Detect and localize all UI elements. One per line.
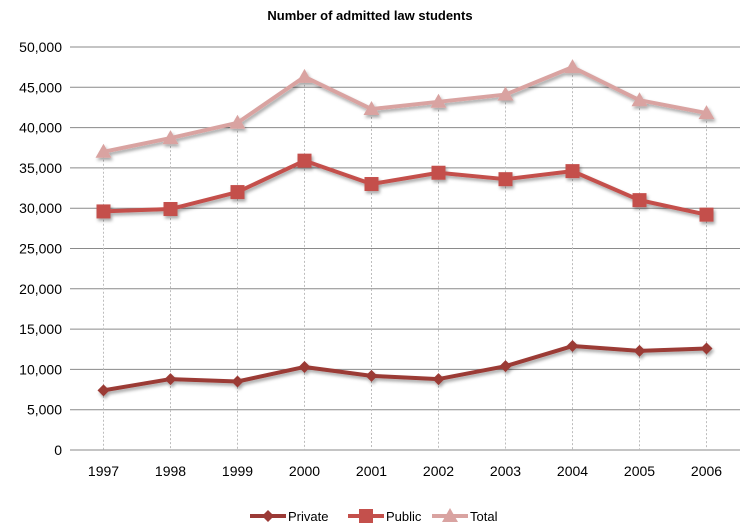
series-public bbox=[96, 153, 714, 222]
data-point-private bbox=[164, 373, 177, 386]
y-tick-label: 40,000 bbox=[19, 120, 62, 136]
data-point-total bbox=[430, 93, 447, 108]
series-private bbox=[97, 340, 713, 397]
data-point-private bbox=[633, 344, 646, 357]
x-tick-label: 2003 bbox=[490, 463, 521, 479]
y-tick-label: 45,000 bbox=[19, 79, 62, 95]
legend-item-total: Total bbox=[432, 508, 498, 524]
legend-marker-total bbox=[442, 508, 458, 522]
data-point-public bbox=[230, 185, 245, 200]
data-point-total bbox=[296, 68, 313, 83]
data-point-total bbox=[162, 130, 179, 145]
data-point-public bbox=[364, 177, 379, 192]
legend: Private Public Total bbox=[250, 508, 498, 524]
legend-marker-private bbox=[262, 510, 274, 522]
data-point-public bbox=[632, 193, 647, 208]
data-point-public bbox=[431, 165, 446, 180]
data-point-public bbox=[498, 172, 513, 187]
series-total bbox=[95, 59, 715, 158]
legend-item-private: Private bbox=[250, 509, 328, 524]
legend-label-total: Total bbox=[470, 509, 498, 524]
y-tick-label: 5,000 bbox=[27, 402, 62, 418]
x-tick-label: 2002 bbox=[423, 463, 454, 479]
y-tick-label: 0 bbox=[54, 442, 62, 458]
data-point-public bbox=[96, 204, 111, 219]
data-point-private bbox=[499, 360, 512, 373]
x-tick-label: 2001 bbox=[356, 463, 387, 479]
drop-lines bbox=[103, 67, 707, 450]
data-point-total bbox=[497, 86, 514, 101]
data-point-private bbox=[298, 360, 311, 373]
y-tick-label: 15,000 bbox=[19, 321, 62, 337]
y-tick-label: 30,000 bbox=[19, 200, 62, 216]
data-point-private bbox=[97, 384, 110, 397]
y-tick-label: 25,000 bbox=[19, 241, 62, 257]
data-point-total bbox=[631, 92, 648, 107]
data-point-total bbox=[698, 105, 715, 120]
data-point-public bbox=[163, 202, 178, 217]
legend-label-public: Public bbox=[386, 509, 422, 524]
data-point-public bbox=[699, 207, 714, 222]
legend-marker-public bbox=[359, 509, 373, 523]
x-tick-label: 2006 bbox=[691, 463, 722, 479]
data-point-public bbox=[297, 153, 312, 168]
data-point-private bbox=[231, 375, 244, 388]
data-point-private bbox=[432, 373, 445, 386]
series-line-private bbox=[103, 344, 707, 393]
data-point-private bbox=[700, 342, 713, 355]
data-point-public bbox=[565, 164, 580, 179]
data-point-total bbox=[564, 59, 581, 74]
data-point-private bbox=[566, 340, 579, 353]
y-tick-label: 50,000 bbox=[19, 39, 62, 55]
x-tick-label: 1998 bbox=[155, 463, 186, 479]
data-point-total bbox=[363, 101, 380, 116]
x-tick-label: 2004 bbox=[557, 463, 588, 479]
axes: 0 5,000 10,000 15,000 20,000 25,000 30,000 35,0… bbox=[19, 39, 722, 479]
y-tick-label: 10,000 bbox=[19, 361, 62, 377]
legend-label-private: Private bbox=[288, 509, 328, 524]
chart-title: Number of admitted law students bbox=[267, 8, 473, 23]
legend-item-public: Public bbox=[348, 509, 422, 524]
x-tick-label: 2000 bbox=[289, 463, 320, 479]
data-point-total bbox=[95, 143, 112, 158]
series-group bbox=[95, 59, 715, 397]
data-point-private bbox=[365, 369, 378, 382]
x-tick-label: 1997 bbox=[88, 463, 119, 479]
data-point-total bbox=[229, 114, 246, 129]
x-tick-label: 1999 bbox=[222, 463, 253, 479]
x-tick-label: 2005 bbox=[624, 463, 655, 479]
series-line-public bbox=[103, 158, 707, 217]
y-tick-label: 35,000 bbox=[19, 160, 62, 176]
y-tick-label: 20,000 bbox=[19, 281, 62, 297]
series-line-total bbox=[103, 65, 707, 154]
gridlines bbox=[70, 46, 740, 451]
